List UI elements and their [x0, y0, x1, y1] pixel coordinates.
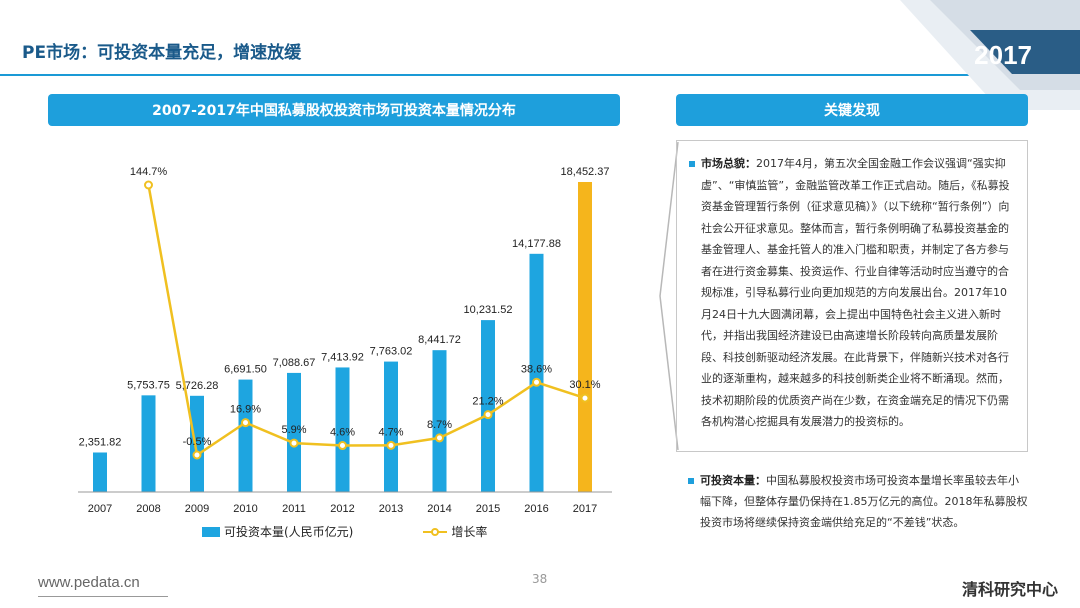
finding-text: 市场总貌：2017年4月，第五次全国金融工作会议强调“强实抑虚”、“审慎监管”，… — [701, 153, 1013, 433]
bar-value-label: 8,441.72 — [418, 334, 461, 346]
legend-item-bar: 可投资本量(人民币亿元) — [202, 523, 353, 540]
growth-value-label: 5.9% — [281, 424, 306, 436]
finding-label: 可投资本量： — [700, 474, 766, 487]
x-tick-label: 2009 — [185, 503, 209, 515]
bar-2017 — [578, 182, 592, 492]
title-divider — [0, 74, 1080, 76]
growth-value-label: 16.9% — [230, 404, 261, 416]
finding-body: 中国私募股权投资市场可投资本量增长率虽较去年小幅下降，但整体存量仍保持在1.85… — [700, 474, 1028, 529]
bar-value-label: 2,351.82 — [79, 436, 122, 448]
findings-header: 关键发现 — [676, 94, 1028, 126]
bar-value-label: 6,691.50 — [224, 364, 267, 376]
corner-decoration — [900, 0, 1080, 110]
legend-line-label: 增长率 — [451, 525, 488, 539]
growth-rate-line — [147, 184, 586, 458]
chart-title: 2007-2017年中国私募股权投资市场可投资本量情况分布 — [48, 94, 620, 126]
x-tick-label: 2013 — [379, 503, 403, 515]
growth-value-label: 30.1% — [569, 379, 600, 391]
growth-point — [386, 440, 396, 450]
bar-value-label: 5,753.75 — [127, 379, 170, 391]
x-tick-label: 2008 — [136, 503, 160, 515]
bar-value-label: 7,413.92 — [321, 351, 364, 363]
bar-2013 — [384, 361, 398, 492]
brand-logo-text: 清科研究中心 — [961, 580, 1058, 599]
x-tick-label: 2007 — [88, 503, 112, 515]
bar-2008 — [141, 395, 156, 492]
legend-item-line: 增长率 — [423, 523, 487, 540]
growth-value-label: 4.6% — [330, 427, 355, 439]
growth-point — [435, 433, 444, 443]
bar-value-label: 18,452.37 — [561, 166, 610, 178]
bar-value-label: 7,088.67 — [273, 357, 316, 369]
bar-2007 — [93, 452, 107, 492]
growth-value-label: -0.5% — [183, 436, 212, 448]
growth-value-label: 21.2% — [472, 396, 503, 408]
findings-panel: 市场总貌：2017年4月，第五次全国金融工作会议强调“强实抑虚”、“审慎监管”，… — [676, 140, 1028, 452]
finding-investable-capital: 可投资本量：中国私募股权投资市场可投资本量增长率虽较去年小幅下降，但整体存量仍保… — [688, 470, 1028, 533]
growth-point — [289, 438, 299, 448]
legend-bar-label: 可投资本量(人民币亿元) — [224, 525, 354, 539]
legend-line-swatch — [423, 527, 448, 537]
bar-2016 — [529, 253, 544, 492]
bar-value-label: 14,177.88 — [512, 238, 561, 250]
growth-point — [192, 450, 202, 460]
growth-point — [338, 441, 347, 451]
bullet-icon — [689, 161, 695, 167]
page-title: PE市场：可投资本量充足，增速放缓 — [22, 43, 302, 63]
x-tick-label: 2017 — [573, 503, 597, 515]
bar-2009 — [190, 395, 204, 492]
bar-2014 — [432, 350, 447, 492]
growth-point — [532, 377, 541, 387]
growth-value-label: 144.7% — [130, 166, 168, 178]
growth-value-label: 38.6% — [521, 363, 552, 375]
bar-2015 — [481, 320, 495, 492]
x-tick-label: 2012 — [330, 503, 354, 515]
x-tick-label: 2010 — [233, 503, 257, 515]
growth-value-label: 8.7% — [427, 419, 452, 431]
growth-point — [241, 418, 250, 428]
growth-point — [483, 410, 493, 420]
page-number: 38 — [532, 572, 548, 586]
finding-body: 2017年4月，第五次全国金融工作会议强调“强实抑虚”、“审慎监管”，金融监管改… — [701, 157, 1010, 428]
finding-text: 可投资本量：中国私募股权投资市场可投资本量增长率虽较去年小幅下降，但整体存量仍保… — [700, 470, 1028, 533]
findings-pointer — [659, 141, 679, 451]
bar-2011 — [287, 372, 301, 492]
growth-point — [144, 180, 153, 190]
finding-market-overview: 市场总貌：2017年4月，第五次全国金融工作会议强调“强实抑虚”、“审慎监管”，… — [689, 153, 1013, 433]
bar-value-label: 5,726.28 — [176, 380, 219, 392]
x-tick-label: 2016 — [524, 503, 548, 515]
bar-2010 — [238, 379, 253, 492]
legend-bar-swatch — [202, 526, 220, 537]
capital-chart: 2007 2008 2009 2010 2011 2012 2013 2014 2015 2016… — [78, 166, 612, 515]
bar-2012 — [335, 367, 350, 492]
x-tick-label: 2014 — [427, 503, 451, 515]
bar-value-label: 10,231.52 — [464, 304, 513, 316]
chart-legend: 可投资本量(人民币亿元) 增长率 — [202, 523, 487, 540]
bullet-icon — [688, 478, 694, 484]
x-tick-label: 2011 — [282, 503, 306, 515]
year-badge: 2017 — [974, 40, 1032, 70]
bar-value-label: 7,763.02 — [370, 346, 413, 358]
footer-divider — [38, 596, 168, 597]
x-tick-label: 2015 — [476, 503, 500, 515]
growth-value-label: 4.7% — [378, 426, 403, 438]
finding-label: 市场总貌： — [701, 157, 756, 170]
growth-point — [580, 393, 590, 403]
footer-url: www.pedata.cn — [38, 574, 140, 591]
